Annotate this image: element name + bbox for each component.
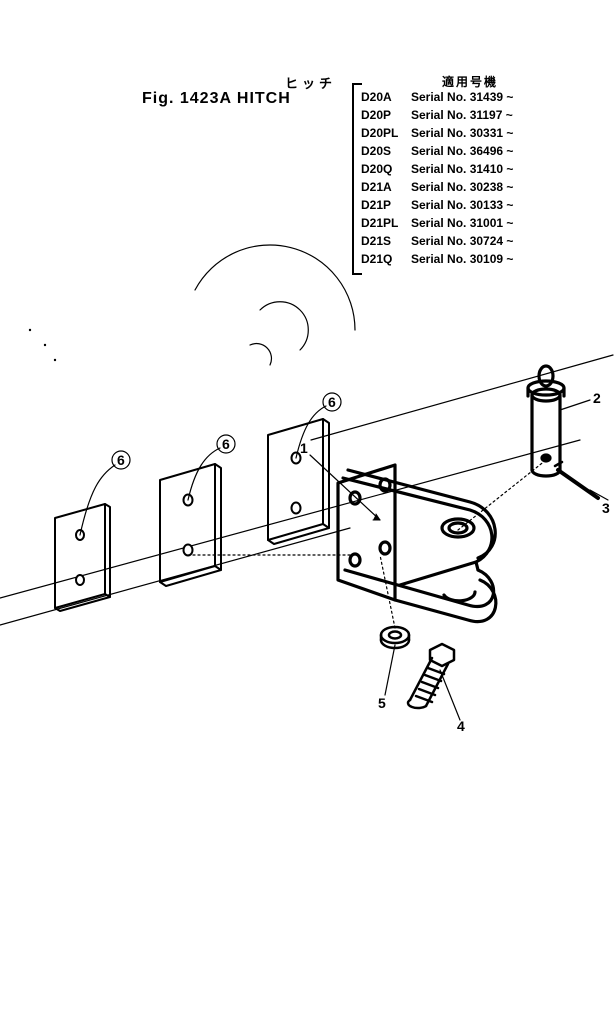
callout-6a: 6 — [117, 452, 125, 468]
callout-2: 2 — [593, 390, 601, 406]
callout-6c: 6 — [328, 394, 336, 410]
page: ヒッチ Fig. 1423A HITCH 適用号機 D20ASerial No.… — [0, 0, 614, 1015]
callout-4: 4 — [457, 718, 465, 734]
diagram-svg — [0, 0, 614, 1015]
callout-3: 3 — [602, 500, 610, 516]
callout-5: 5 — [378, 695, 386, 711]
callout-6b: 6 — [222, 436, 230, 452]
callout-1: 1 — [300, 440, 308, 456]
